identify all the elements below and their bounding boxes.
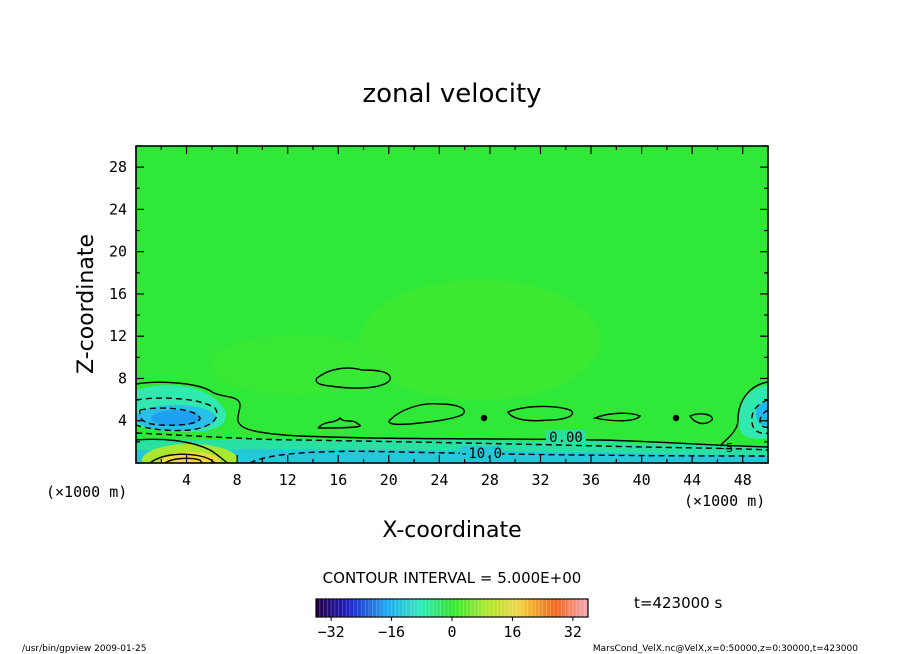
plot-frame (135, 145, 769, 464)
y-tick-label: 24 (109, 200, 127, 218)
y-tick-label: 20 (109, 243, 127, 261)
contour-label-minus5: -5 (719, 441, 733, 455)
y-tick-label: 16 (109, 285, 127, 303)
plot-area (136, 146, 768, 463)
x-tick-label: 8 (233, 471, 242, 489)
colorbar-tick-label: 16 (503, 623, 521, 641)
x-tick-label: 28 (481, 471, 499, 489)
x-unit-label-right: (×1000 m) (684, 492, 765, 510)
time-label: t=423000 s (634, 594, 722, 612)
x-tick-label: 20 (380, 471, 398, 489)
y-tick-label: 8 (118, 369, 127, 387)
colorbar-ticks: −32 −16 0 16 32 (318, 617, 582, 641)
x-tick-label: 4 (182, 471, 191, 489)
y-tick-label: 12 (109, 327, 127, 345)
contour-label-minus10: -10.0 (460, 446, 502, 462)
y-tick-label: 28 (109, 158, 127, 176)
colorbar-tick-label: 32 (564, 623, 582, 641)
colorbar-tick-label: 0 (447, 623, 456, 641)
contour-interval-text: CONTOUR INTERVAL = 5.000E+00 (323, 569, 582, 587)
x-tick-label: 16 (329, 471, 347, 489)
x-axis-title: X-coordinate (382, 518, 521, 543)
x-tick-label: 40 (633, 471, 651, 489)
colorbar-stripes (319, 599, 585, 617)
x-tick-label: 24 (430, 471, 448, 489)
x-tick-label: 12 (279, 471, 297, 489)
contour-label-group: 0.00 -10.0 -5 (460, 430, 733, 462)
x-tick-label: 48 (734, 471, 752, 489)
x-axis: 4 8 12 16 20 24 28 32 36 40 44 48 (135, 146, 769, 489)
x-unit-label-left: (×1000 m) (46, 483, 127, 501)
contour-label-zero: 0.00 (549, 430, 583, 446)
chart-title: zonal velocity (362, 79, 541, 109)
contour-lines (136, 367, 768, 463)
y-axis-title: Z-coordinate (74, 234, 99, 374)
y-tick-label: 4 (118, 412, 127, 430)
x-tick-label: 32 (531, 471, 549, 489)
colorbar-tick-label: −32 (318, 623, 345, 641)
negative-contour-lines (136, 397, 768, 463)
colorbar-tick-label: −16 (378, 623, 405, 641)
footer-left: /usr/bin/gpview 2009-01-25 (22, 644, 146, 654)
y-axis: 4 8 12 16 20 24 28 (109, 145, 768, 464)
x-tick-label: 36 (582, 471, 600, 489)
footer-right: MarsCond_VelX.nc@VelX,x=0:50000,z=0:3000… (593, 644, 858, 654)
x-tick-label: 44 (683, 471, 701, 489)
